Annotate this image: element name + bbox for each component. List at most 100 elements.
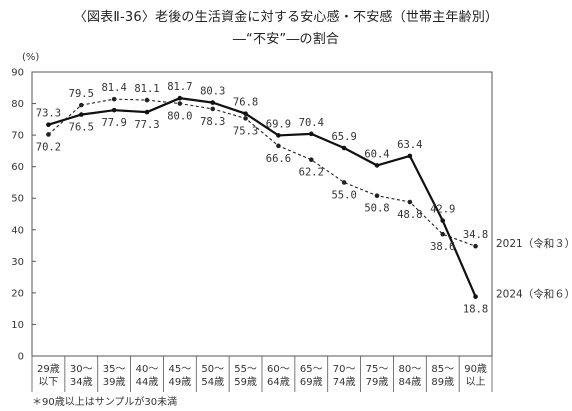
point-2024 [78, 112, 84, 117]
point-2021 [276, 143, 281, 149]
data-label-2021: 38.6 [430, 241, 455, 253]
y-tick-label: 70 [11, 131, 24, 142]
x-tick-label: 34歳 [70, 376, 93, 388]
data-label-2024: 76.8 [233, 97, 258, 109]
point-2021 [374, 193, 380, 198]
point-2021 [407, 199, 413, 205]
point-2024 [473, 294, 478, 299]
x-tick-label: 84歳 [398, 376, 421, 388]
data-label-2024: 18.8 [463, 304, 488, 316]
footnote: ＊90歳以上はサンプルが30未満 [32, 395, 177, 408]
y-tick-label: 60 [11, 162, 24, 173]
x-tick-label: 以上 [466, 376, 486, 388]
point-2024 [276, 133, 281, 138]
y-tick-label: 80 [11, 99, 24, 110]
x-tick-label: 80～ [398, 364, 421, 375]
x-tick-label: 89歳 [431, 376, 454, 388]
data-label-2021: 62.2 [299, 167, 324, 179]
data-label-2024: 63.4 [397, 139, 422, 151]
x-tick-label: 45～ [168, 364, 191, 375]
data-label-2024: 77.9 [101, 117, 126, 129]
data-label-2024: 76.5 [69, 122, 94, 134]
point-2024 [46, 122, 51, 127]
data-label-2024: 81.7 [167, 81, 192, 93]
x-tick-label: 79歳 [366, 376, 389, 388]
point-2021 [46, 132, 51, 137]
plot-frame [31, 71, 493, 357]
x-tick-label: 50～ [201, 364, 224, 375]
data-label-2024: 60.4 [364, 148, 389, 160]
x-tick-label: 55～ [234, 364, 257, 375]
point-2021 [308, 157, 314, 163]
point-2021 [243, 116, 248, 121]
point-2021 [341, 180, 347, 185]
point-2024 [440, 218, 446, 223]
x-tick-label: 40～ [136, 364, 159, 375]
x-tick-label: 90歳 [464, 363, 487, 375]
point-2021 [111, 96, 117, 102]
x-tick-label: 64歳 [267, 376, 290, 388]
data-label-2024: 69.9 [266, 118, 291, 130]
x-tick-label: 29歳 [37, 363, 60, 375]
x-tick-label: 85～ [431, 364, 454, 375]
y-tick-label: 50 [11, 194, 24, 205]
data-label-2021: 55.0 [331, 189, 356, 201]
point-2021 [177, 101, 183, 106]
y-tick-label: 90 [11, 68, 24, 79]
y-tick-label: 30 [11, 257, 24, 268]
x-tick-label: 35～ [103, 364, 126, 375]
data-label-2021: 34.8 [463, 229, 488, 241]
point-2024 [111, 107, 117, 113]
data-label-2021: 66.6 [266, 153, 291, 165]
y-tick-label: 10 [11, 320, 24, 331]
x-tick-label: 65～ [300, 364, 323, 375]
point-2024 [210, 100, 216, 105]
data-label-2021: 78.3 [200, 116, 225, 128]
y-tick-label: 0 [18, 352, 24, 363]
point-2021 [210, 106, 216, 112]
data-label-2021: 79.5 [69, 88, 94, 100]
data-label-2021: 50.8 [364, 203, 389, 215]
point-2024 [341, 145, 347, 151]
point-2024 [374, 163, 380, 168]
data-label-2024: 42.9 [430, 204, 455, 216]
data-label-2021: 70.2 [36, 141, 61, 153]
data-label-2024: 70.4 [299, 117, 324, 129]
x-tick-label: 54歳 [201, 376, 224, 388]
data-label-2021: 81.1 [134, 83, 159, 95]
legend-2021: 2021（令和３）年 [496, 237, 572, 250]
series-line-2024 [48, 97, 477, 298]
point-2024 [308, 131, 314, 137]
data-label-2024: 80.3 [200, 86, 225, 98]
data-label-2024: 65.9 [331, 131, 356, 143]
x-tick-label: 以下 [38, 377, 58, 388]
point-2024 [144, 109, 150, 115]
x-tick-label: 69歳 [300, 376, 323, 388]
chart-subtitle: ―“不安”―の割合 [232, 32, 340, 47]
point-2024 [177, 95, 183, 101]
x-tick-label: 39歳 [103, 376, 126, 388]
data-label-2021: 81.4 [101, 82, 126, 94]
point-2021 [440, 231, 446, 237]
data-label-2021: 48.8 [397, 209, 422, 221]
point-2024 [243, 111, 248, 116]
x-tick-label: 44歳 [136, 376, 159, 388]
x-tick-label: 70～ [333, 364, 356, 375]
point-2021 [78, 102, 84, 108]
legend-2024: 2024（令和６）年 [496, 288, 572, 301]
point-2024 [407, 153, 413, 159]
y-unit-label: (%) [22, 52, 39, 63]
y-tick-label: 40 [11, 225, 24, 236]
data-label-2021: 80.0 [167, 111, 192, 123]
point-2021 [473, 243, 478, 249]
y-tick-label: 20 [11, 288, 24, 299]
point-2021 [144, 97, 150, 103]
x-tick-label: 60～ [267, 364, 290, 375]
x-tick-label: 30～ [70, 364, 93, 375]
x-tick-label: 49歳 [168, 376, 191, 388]
x-tick-label: 74歳 [333, 376, 356, 388]
x-tick-label: 75～ [366, 364, 389, 375]
chart-title: 〈図表Ⅱ-36〉老後の生活資金に対する安心感・不安感（世帯主年齢別） [73, 10, 499, 25]
data-label-2024: 73.3 [36, 108, 61, 120]
